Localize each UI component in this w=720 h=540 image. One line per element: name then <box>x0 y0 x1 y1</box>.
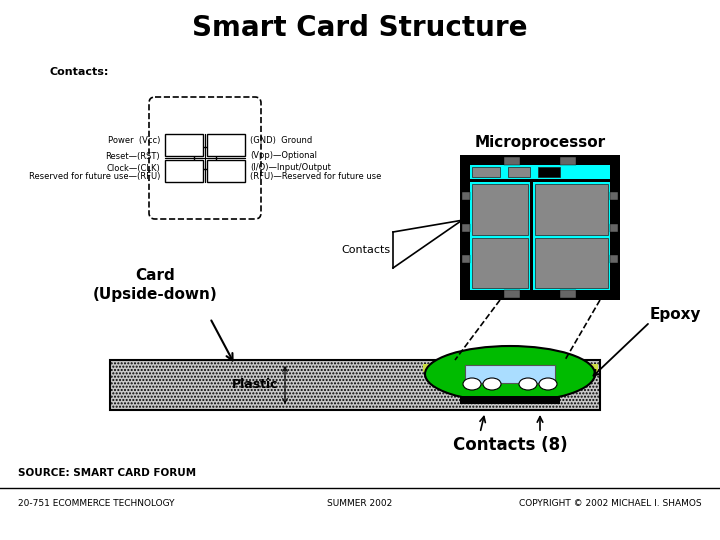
Text: Smart Card Structure: Smart Card Structure <box>192 14 528 42</box>
Text: Card
(Upside-down): Card (Upside-down) <box>93 268 217 302</box>
Bar <box>462 255 470 263</box>
Bar <box>460 155 620 300</box>
Bar <box>462 192 470 200</box>
Bar <box>472 184 528 235</box>
Bar <box>423 364 598 372</box>
Text: SUMMER 2002: SUMMER 2002 <box>328 500 392 509</box>
Bar <box>462 224 470 232</box>
Bar <box>504 290 520 298</box>
Bar <box>194 147 216 169</box>
Bar <box>165 134 203 156</box>
Text: Clock—(CLK): Clock—(CLK) <box>107 164 160 172</box>
Ellipse shape <box>539 378 557 390</box>
Text: Reset—(RST): Reset—(RST) <box>105 152 160 160</box>
Bar <box>472 167 500 177</box>
Ellipse shape <box>425 346 595 402</box>
Bar <box>610 192 618 200</box>
Bar <box>470 179 610 182</box>
Bar <box>508 167 530 177</box>
Bar <box>560 290 576 298</box>
FancyBboxPatch shape <box>149 97 261 219</box>
Text: Epoxy: Epoxy <box>650 307 701 322</box>
Ellipse shape <box>483 378 501 390</box>
Text: SOURCE: SMART CARD FORUM: SOURCE: SMART CARD FORUM <box>18 468 196 478</box>
Text: Plastic: Plastic <box>232 379 278 392</box>
Bar <box>538 167 560 177</box>
Bar <box>560 157 576 165</box>
Bar <box>207 160 245 182</box>
Text: (RFU)—Reserved for future use: (RFU)—Reserved for future use <box>250 172 382 180</box>
Bar <box>460 396 560 404</box>
Text: Reserved for future use—(RFU): Reserved for future use—(RFU) <box>29 172 160 180</box>
Bar <box>470 165 610 290</box>
Bar <box>530 182 533 290</box>
Text: Power  (Vcc): Power (Vcc) <box>107 136 160 145</box>
Text: Contacts (8): Contacts (8) <box>453 436 567 454</box>
Text: Contacts:: Contacts: <box>50 67 109 77</box>
Bar <box>472 238 528 288</box>
Text: Contacts: Contacts <box>341 245 390 255</box>
Bar <box>504 157 520 165</box>
Bar <box>207 134 245 156</box>
Text: (Vpp)—Optional: (Vpp)—Optional <box>250 152 317 160</box>
Text: 20-751 ECOMMERCE TECHNOLOGY: 20-751 ECOMMERCE TECHNOLOGY <box>18 500 174 509</box>
Text: COPYRIGHT © 2002 MICHAEL I. SHAMOS: COPYRIGHT © 2002 MICHAEL I. SHAMOS <box>519 500 702 509</box>
Text: Microprocessor: Microprocessor <box>474 136 606 151</box>
Bar <box>610 255 618 263</box>
Bar <box>165 160 203 182</box>
Bar <box>465 365 555 383</box>
Ellipse shape <box>463 378 481 390</box>
Bar <box>535 238 608 288</box>
Bar <box>535 184 608 235</box>
Text: (GND)  Ground: (GND) Ground <box>250 136 312 145</box>
Text: (I/O)—Input/Output: (I/O)—Input/Output <box>250 164 331 172</box>
Bar <box>110 360 600 410</box>
Bar <box>610 224 618 232</box>
Ellipse shape <box>519 378 537 390</box>
